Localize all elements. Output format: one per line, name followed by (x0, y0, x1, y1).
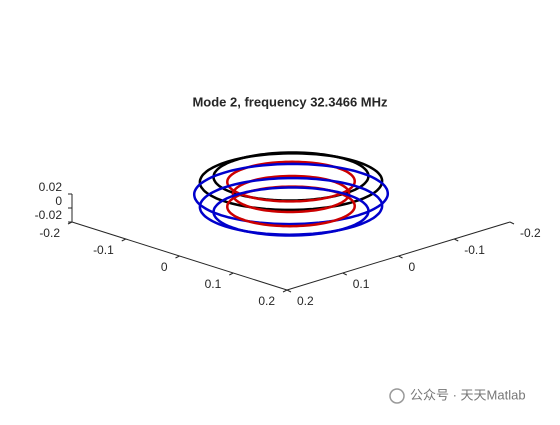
y-tick (342, 272, 347, 276)
y-tick-label: -0.1 (464, 243, 485, 257)
y-tick (454, 238, 459, 242)
x-tick-label: -0.2 (39, 226, 60, 240)
watermark: 公众号 · 天天Matlab (410, 387, 526, 402)
x-tick (175, 255, 180, 259)
torus-ring (192, 162, 390, 226)
watermark-icon (389, 388, 405, 404)
x-tick (282, 289, 288, 293)
z-tick-label: -0.02 (35, 208, 63, 222)
y-tick (286, 289, 292, 293)
y-tick-label: -0.2 (520, 226, 541, 240)
x-tick-label: 0 (161, 260, 168, 274)
x-tick (229, 272, 234, 276)
z-tick-label: 0.02 (39, 180, 63, 194)
chart-title: Mode 2, frequency 32.3466 MHz (192, 94, 388, 109)
y-tick-label: 0 (409, 260, 416, 274)
y-tick (509, 221, 515, 225)
y-tick (398, 255, 403, 259)
x-tick-label: 0.1 (205, 277, 222, 291)
x-tick-label: 0.2 (258, 294, 275, 308)
z-tick-label: 0 (55, 194, 62, 208)
y-tick-label: 0.2 (297, 294, 314, 308)
x-tick (121, 238, 126, 242)
torus-ring (198, 152, 384, 212)
y-tick-label: 0.1 (353, 277, 370, 291)
x-tick-label: -0.1 (93, 243, 114, 257)
torus-ring (212, 186, 370, 237)
